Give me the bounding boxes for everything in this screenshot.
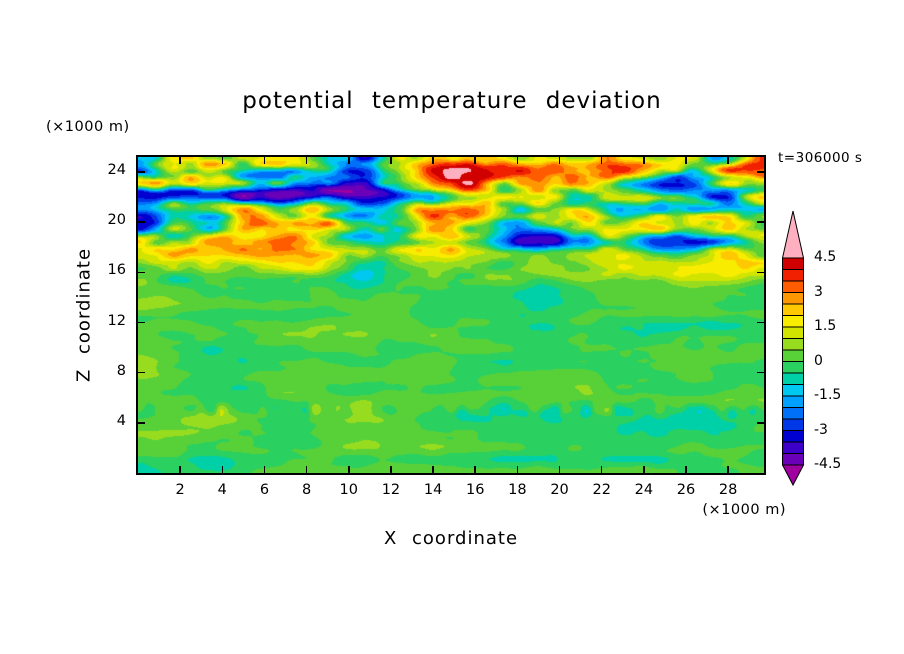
x-tick-mark xyxy=(432,466,434,473)
x-tick-mark xyxy=(432,157,434,164)
z-tick-mark xyxy=(138,171,145,173)
timestamp-label: t=306000 s xyxy=(778,150,863,166)
z-tick-mark xyxy=(138,271,145,274)
z-tick-mark xyxy=(138,321,145,324)
x-tick-mark xyxy=(390,466,392,473)
x-tick-label: 24 xyxy=(634,482,654,498)
x-tick-mark xyxy=(305,157,308,164)
x-tick-mark xyxy=(390,157,392,164)
x-tick-label: 16 xyxy=(466,482,485,498)
x-unit-label: (×1000 m) xyxy=(702,502,786,518)
x-tick-label: 4 xyxy=(217,482,227,498)
z-tick-label: 8 xyxy=(116,362,126,379)
x-tick-mark xyxy=(348,466,350,473)
x-tick-mark xyxy=(179,466,181,473)
x-axis-label: X coordinate xyxy=(383,528,519,549)
z-tick-mark xyxy=(757,321,764,324)
x-tick-label: 14 xyxy=(423,482,443,498)
x-tick-mark xyxy=(643,157,645,164)
plot-frame xyxy=(136,155,766,475)
x-tick-mark xyxy=(643,466,645,473)
colorbar-tick-label: 4.5 xyxy=(814,249,837,265)
x-tick-mark xyxy=(727,466,729,473)
x-tick-label: 12 xyxy=(381,482,401,498)
z-tick-mark xyxy=(757,271,764,274)
x-tick-label: 10 xyxy=(339,482,358,498)
x-tick-label: 26 xyxy=(676,482,696,498)
colorbar-tick-label: -4.5 xyxy=(814,456,842,472)
z-tick-label: 24 xyxy=(107,162,126,179)
z-tick-mark xyxy=(138,422,145,424)
z-tick-label: 16 xyxy=(107,262,126,279)
x-tick-mark xyxy=(685,466,687,473)
x-tick-mark xyxy=(727,157,729,164)
z-tick-label: 12 xyxy=(107,312,126,329)
z-tick-mark xyxy=(757,422,764,424)
z-tick-mark xyxy=(138,221,145,223)
x-tick-mark xyxy=(558,466,561,473)
x-tick-mark xyxy=(263,466,266,473)
x-tick-mark xyxy=(474,466,476,473)
z-tick-label: 20 xyxy=(107,212,126,229)
z-tick-mark xyxy=(757,371,764,374)
x-tick-label: 28 xyxy=(718,482,738,498)
heatmap-canvas xyxy=(138,157,764,473)
colorbar-tick-label: 0 xyxy=(814,352,823,369)
x-tick-mark xyxy=(179,157,181,164)
x-tick-mark xyxy=(348,157,350,164)
colorbar-tick-label: -3 xyxy=(814,421,828,438)
x-tick-mark xyxy=(221,157,224,164)
colorbar-tick-label: 3 xyxy=(814,283,823,300)
x-tick-label: 20 xyxy=(550,482,569,498)
y-unit-label: (×1000 m) xyxy=(46,119,130,135)
z-tick-mark xyxy=(757,221,764,223)
colorbar xyxy=(782,210,805,487)
x-tick-mark xyxy=(474,157,476,164)
x-tick-mark xyxy=(263,157,266,164)
x-tick-mark xyxy=(516,466,519,473)
x-tick-label: 8 xyxy=(301,482,312,498)
chart-title: potential temperature deviation xyxy=(242,88,662,114)
colorbar-tick-label: -1.5 xyxy=(814,387,842,403)
x-tick-mark xyxy=(516,157,519,164)
x-tick-label: 18 xyxy=(508,482,527,498)
colorbar-tick-label: 1.5 xyxy=(814,318,837,334)
x-tick-label: 2 xyxy=(175,482,185,498)
x-tick-mark xyxy=(600,466,603,473)
x-tick-label: 22 xyxy=(592,482,611,498)
z-tick-label: 4 xyxy=(116,412,126,429)
x-tick-mark xyxy=(558,157,561,164)
x-tick-mark xyxy=(600,157,603,164)
z-tick-mark xyxy=(138,371,145,374)
x-tick-mark xyxy=(221,466,224,473)
x-tick-label: 6 xyxy=(259,482,270,498)
x-tick-mark xyxy=(305,466,308,473)
z-tick-mark xyxy=(757,171,764,173)
x-tick-mark xyxy=(685,157,687,164)
